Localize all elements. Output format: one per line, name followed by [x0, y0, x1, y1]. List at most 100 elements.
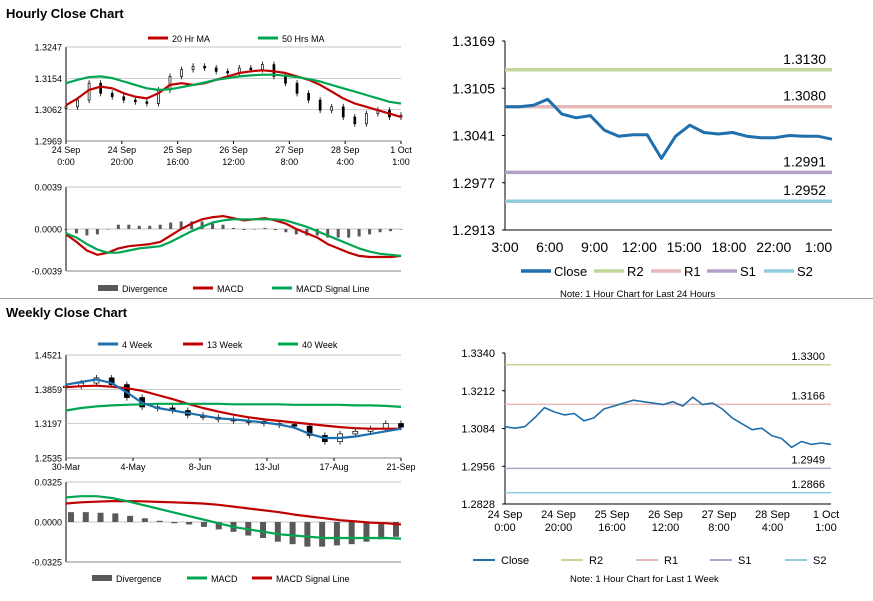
weekly-close-level-label: 1.2949 — [791, 454, 825, 466]
weekly-close-y-tick-label: 1.3340 — [461, 348, 495, 360]
hourly-macd-y-tick-label: -0.0039 — [31, 267, 62, 277]
hourly-close-y-tick-label: 1.3169 — [452, 33, 495, 49]
weekly-price-series-40-week — [65, 402, 402, 412]
hourly-close-x-tick-label: 3:00 — [491, 239, 518, 255]
hourly-macd-divergence-bar — [273, 229, 277, 231]
weekly-close-x-tick-label: 8:00 — [708, 522, 729, 534]
hourly-close-x-tick-label: 22:00 — [756, 239, 791, 255]
weekly-price-legend-label: 40 Week — [302, 340, 338, 350]
weekly-price-y-tick-label: 1.3197 — [34, 419, 62, 429]
hourly-price-y-tick-label: 1.2969 — [34, 137, 62, 147]
hourly-price-series-50hrs-ma — [65, 73, 402, 105]
hourly-macd-y-tick-label: 0.0039 — [34, 183, 62, 193]
hourly-macd-divergence-bar — [357, 229, 361, 237]
hourly-price-x-tick-label: 26 Sep — [219, 145, 248, 155]
weekly-close-legend-label: S2 — [813, 555, 826, 567]
hourly-macd-divergence-bar — [232, 227, 235, 229]
weekly-close-x-tick-label: 24 Sep — [541, 509, 576, 521]
weekly-price-y-tick-label: 1.4521 — [34, 351, 62, 361]
weekly-macd-legend-label: MACD — [211, 574, 238, 584]
hourly-macd-divergence-bar — [389, 229, 393, 232]
hourly-price-candle — [330, 106, 334, 111]
weekly-price-series-13-week — [65, 384, 401, 430]
hourly-price-candle — [133, 99, 137, 103]
weekly-close-x-tick-label: 16:00 — [598, 522, 626, 534]
weekly-section-title: Weekly Close Chart — [6, 305, 128, 320]
hourly-macd-divergence-bar — [95, 229, 99, 235]
hourly-macd-divergence-bar — [347, 229, 351, 238]
hourly-macd-divergence-bar — [137, 225, 141, 229]
hourly-macd-divergence-bar — [179, 221, 183, 229]
weekly-price-candle — [352, 430, 359, 435]
section-divider — [0, 298, 873, 299]
weekly-price-candle — [398, 423, 404, 428]
hourly-macd-series-signal — [65, 218, 402, 257]
weekly-close-x-tick-label: 24 Sep — [488, 509, 523, 521]
weekly-price-x-tick-label: 21-Sep — [386, 462, 415, 472]
weekly-price-legend-label: 13 Week — [207, 340, 243, 350]
hourly-close-y-tick-label: 1.3105 — [452, 80, 495, 96]
hourly-macd-y-tick-label: 0.0000 — [34, 225, 62, 235]
hourly-close-level-label: 1.2952 — [783, 182, 826, 198]
weekly-macd-y-tick-label: 0.0000 — [34, 518, 62, 528]
weekly-close-y-tick-label: 1.2956 — [461, 461, 495, 473]
hourly-close-series-close — [505, 97, 833, 160]
hourly-price-x-tick-label: 25 Sep — [163, 145, 192, 155]
weekly-close-legend-label: R1 — [664, 555, 678, 567]
hourly-price-legend-label: 50 Hrs MA — [282, 34, 325, 44]
hourly-macd-divergence-bar — [116, 224, 120, 229]
weekly-macd-divergence-bar — [82, 512, 89, 522]
weekly-price-x-tick-label: 8-Jun — [189, 462, 212, 472]
hourly-price-x-tick-label: 1:00 — [392, 157, 410, 167]
hourly-price-candle — [145, 101, 149, 104]
weekly-macd-divergence-bar — [304, 522, 311, 547]
weekly-macd-divergence-bar — [289, 522, 296, 545]
hourly-price-candle — [318, 99, 322, 111]
hourly-price-legend-label: 20 Hr MA — [172, 34, 210, 44]
hourly-close-x-tick-label: 12:00 — [622, 239, 657, 255]
hourly-macd-divergence-bar — [221, 224, 225, 229]
hourly-macd-divergence-bar — [252, 229, 256, 230]
weekly-macd-divergence-bar — [156, 520, 163, 522]
hourly-close-x-tick-label: 9:00 — [581, 239, 608, 255]
hourly-price-candle — [110, 92, 114, 98]
hourly-price-candle — [353, 116, 357, 125]
weekly-macd-divergence-bar — [260, 522, 267, 538]
hourly-price-x-tick-label: 24 Sep — [108, 145, 137, 155]
hourly-macd-divergence-bar — [190, 221, 194, 229]
hourly-macd-legend-label: Divergence — [122, 284, 168, 294]
hourly-macd-divergence-bar — [106, 229, 110, 230]
hourly-price-x-tick-label: 16:00 — [166, 157, 189, 167]
weekly-macd-divergence-bar — [378, 522, 385, 540]
hourly-close-legend-label: S2 — [797, 264, 813, 279]
weekly-macd-divergence-bar — [112, 513, 119, 522]
hourly-macd-divergence-bar — [211, 223, 215, 229]
weekly-close-level-label: 1.3300 — [791, 351, 825, 363]
weekly-close-x-tick-label: 26 Sep — [648, 509, 683, 521]
hourly-price-x-tick-label: 20:00 — [111, 157, 134, 167]
hourly-close-level-label: 1.3130 — [783, 51, 826, 67]
weekly-close-legend-label: S1 — [738, 555, 751, 567]
hourly-price-candle — [295, 82, 299, 94]
weekly-close-legend-label: R2 — [589, 555, 603, 567]
hourly-close-x-tick-label: 15:00 — [667, 239, 702, 255]
weekly-macd-divergence-bar — [215, 522, 222, 530]
hourly-macd-divergence-bar — [284, 229, 288, 233]
weekly-close-series-close — [504, 396, 832, 449]
weekly-close-note: Note: 1 Hour Chart for Last 1 Week — [570, 574, 719, 585]
hourly-price-candle — [203, 65, 206, 69]
hourly-close-y-tick-label: 1.3041 — [452, 128, 495, 144]
weekly-macd-series-macd — [65, 495, 402, 540]
hourly-macd-divergence-bar — [85, 229, 89, 236]
weekly-macd-divergence-bar — [319, 522, 326, 547]
hourly-price-candle — [180, 69, 183, 77]
hourly-macd-divergence-bar — [200, 221, 204, 229]
hourly-price-x-tick-label: 1 Oct — [390, 145, 412, 155]
hourly-macd-divergence-bar — [158, 224, 162, 229]
hourly-price-x-tick-label: 27 Sep — [275, 145, 304, 155]
weekly-close-y-tick-label: 1.3212 — [461, 386, 495, 398]
